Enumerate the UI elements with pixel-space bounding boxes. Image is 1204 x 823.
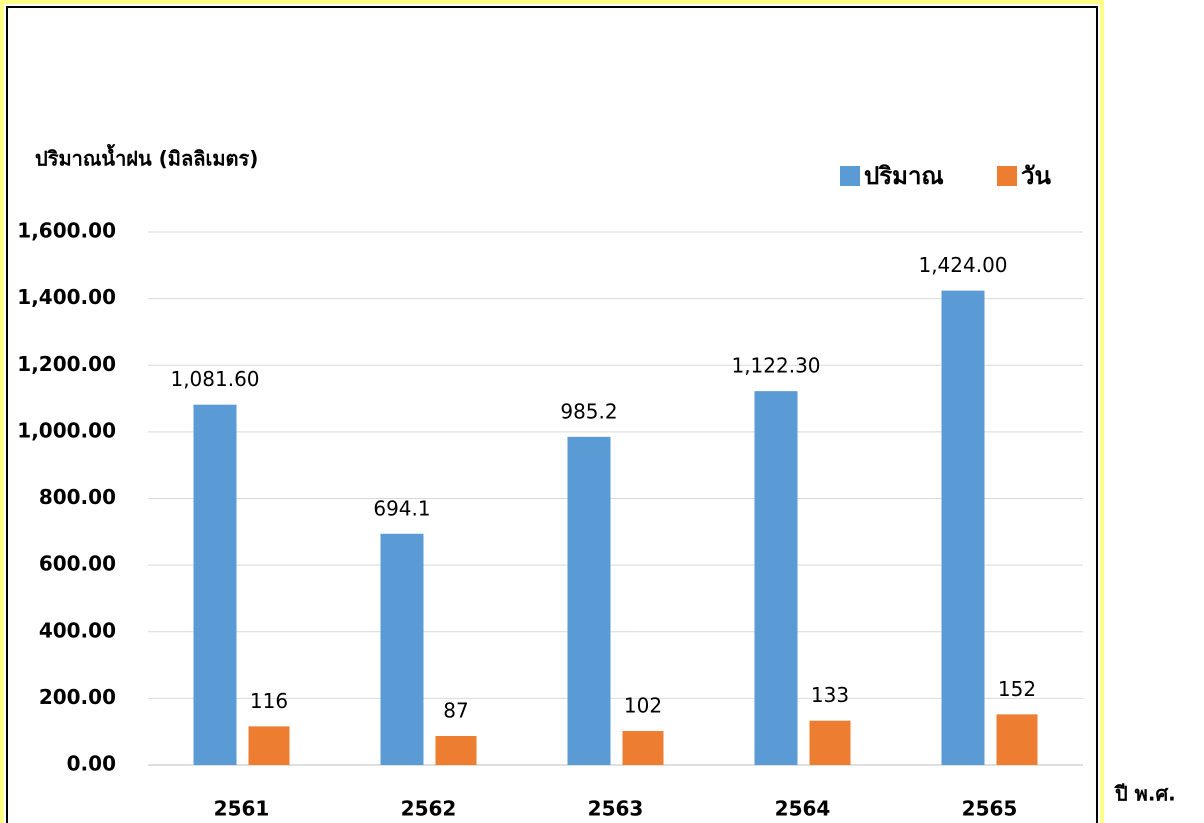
legend-label: ปริมาณ (864, 162, 944, 190)
data-label: 116 (250, 689, 288, 713)
data-label: 102 (624, 694, 662, 718)
data-label: 985.2 (560, 399, 617, 423)
legend-swatch (997, 166, 1017, 186)
bar (996, 714, 1038, 765)
data-label: 87 (443, 699, 468, 723)
bar (622, 731, 664, 765)
data-label: 152 (998, 677, 1036, 701)
bar (193, 404, 237, 765)
x-tick-label: 2563 (588, 797, 644, 821)
legend-swatch (840, 166, 860, 186)
data-label: 1,081.60 (170, 367, 259, 391)
x-tick-label: 2564 (775, 797, 831, 821)
y-tick-label: 0.00 (67, 752, 116, 776)
x-axis-label: ปี พ.ศ. (1114, 782, 1176, 806)
y-axis-label: ปริมาณน้ำฝน (มิลลิเมตร) (35, 144, 258, 171)
data-label: 1,122.30 (731, 354, 820, 378)
bar (380, 533, 424, 765)
inner-frame (6, 6, 1098, 823)
data-label: 1,424.00 (918, 253, 1007, 277)
bar (754, 391, 798, 765)
bar (941, 290, 985, 765)
y-tick-label: 1,600.00 (17, 219, 116, 243)
bar (567, 436, 611, 765)
x-tick-label: 2562 (401, 797, 457, 821)
y-tick-label: 800.00 (39, 485, 116, 509)
y-tick-label: 200.00 (39, 685, 116, 709)
y-tick-label: 400.00 (39, 618, 116, 642)
data-label: 133 (811, 683, 849, 707)
legend-label: วัน (1021, 162, 1051, 190)
data-label: 694.1 (373, 496, 430, 520)
y-tick-label: 600.00 (39, 552, 116, 576)
outer-frame (0, 0, 1104, 823)
bar (435, 736, 477, 765)
bar (809, 720, 851, 765)
x-tick-label: 2561 (214, 797, 270, 821)
bar (248, 726, 290, 765)
y-tick-label: 1,000.00 (17, 418, 116, 442)
x-tick-label: 2565 (962, 797, 1018, 821)
y-tick-label: 1,400.00 (17, 285, 116, 309)
y-tick-label: 1,200.00 (17, 352, 116, 376)
